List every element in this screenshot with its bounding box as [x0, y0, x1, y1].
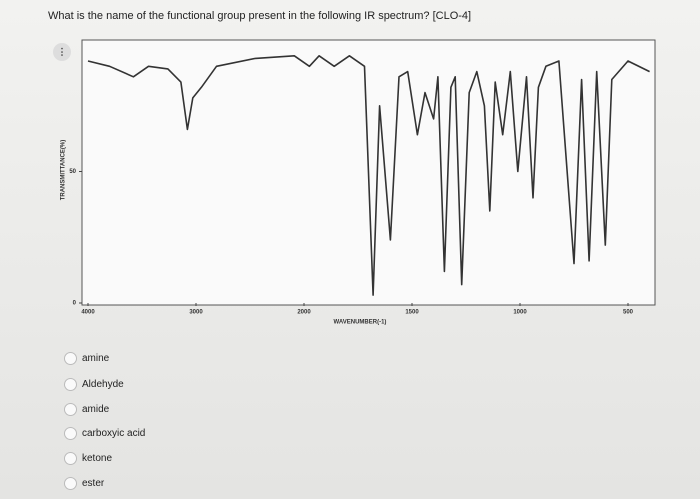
radio-button[interactable] [64, 352, 77, 365]
x-tick-label: 1500 [405, 310, 419, 316]
option-label[interactable]: Aldehyde [82, 379, 124, 390]
y-axis-label: TRANSMITTANCE(%) [61, 140, 67, 201]
radio-button[interactable] [64, 427, 77, 440]
spectrum-line [87, 55, 650, 296]
menu-dots[interactable]: ⋮ [58, 46, 67, 56]
radio-button[interactable] [64, 477, 77, 490]
option[interactable]: carboxyic acid [64, 427, 145, 440]
option[interactable]: amide [64, 403, 109, 416]
radio-button[interactable] [64, 378, 77, 391]
x-axis-label: WAVENUMBER(-1) [334, 320, 387, 326]
option-label[interactable]: carboxyic acid [82, 428, 146, 439]
spectrum-chart: ⋮ TRANSMITTANCE(%) WAVENUMBER(-1) 4000 30… [53, 39, 656, 326]
option[interactable]: amine [64, 352, 109, 365]
x-tick-label: 2000 [297, 310, 311, 316]
radio-button[interactable] [64, 452, 77, 465]
option[interactable]: ketone [64, 452, 112, 465]
y-tick-label: 50 [69, 169, 76, 175]
x-tick-label: 3000 [189, 310, 203, 316]
option[interactable]: Aldehyde [64, 378, 124, 391]
option-label[interactable]: amine [82, 353, 110, 364]
option-label[interactable]: amide [82, 404, 110, 415]
option[interactable]: ester [64, 477, 104, 490]
x-tick-label: 500 [623, 310, 634, 316]
question: What is the name of the functional group… [48, 10, 472, 22]
option-label[interactable]: ketone [82, 453, 113, 464]
x-tick-label: 1000 [513, 310, 527, 316]
radio-button[interactable] [64, 403, 77, 416]
menu-icon[interactable] [53, 43, 71, 61]
option-label[interactable]: ester [82, 478, 105, 489]
x-tick-label: 4000 [81, 310, 95, 316]
y-tick-label: 0 [73, 301, 77, 307]
